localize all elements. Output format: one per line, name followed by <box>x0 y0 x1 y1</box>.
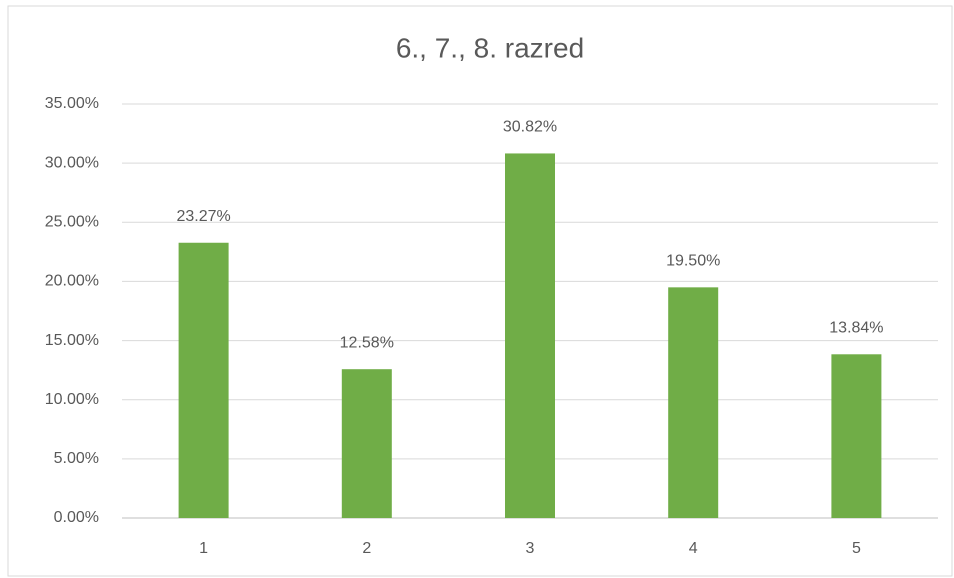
data-label: 19.50% <box>666 253 720 270</box>
bar <box>668 287 719 518</box>
y-tick-label: 20.00% <box>45 273 99 290</box>
x-tick-label: 4 <box>689 540 698 557</box>
chart-border <box>7 5 953 577</box>
y-tick-label: 30.00% <box>45 154 99 171</box>
y-tick-label: 5.00% <box>54 450 99 467</box>
y-tick-label: 25.00% <box>45 214 99 231</box>
x-tick-label: 2 <box>362 540 371 557</box>
data-label: 30.82% <box>503 119 557 136</box>
data-label: 23.27% <box>176 208 230 225</box>
y-tick-label: 0.00% <box>54 509 99 526</box>
bar <box>178 242 229 518</box>
bar <box>831 354 882 518</box>
chart-title: 6., 7., 8. razred <box>396 32 584 63</box>
y-tick-label: 35.00% <box>45 95 99 112</box>
bar <box>505 153 555 519</box>
x-tick-label: 1 <box>199 540 208 557</box>
x-tick-label: 5 <box>852 540 861 557</box>
y-tick-label: 15.00% <box>45 332 99 349</box>
x-tick-label: 3 <box>526 540 535 557</box>
data-label: 13.84% <box>829 320 883 337</box>
bar <box>341 369 392 518</box>
y-tick-label: 10.00% <box>45 391 99 408</box>
data-label: 12.58% <box>340 334 394 351</box>
